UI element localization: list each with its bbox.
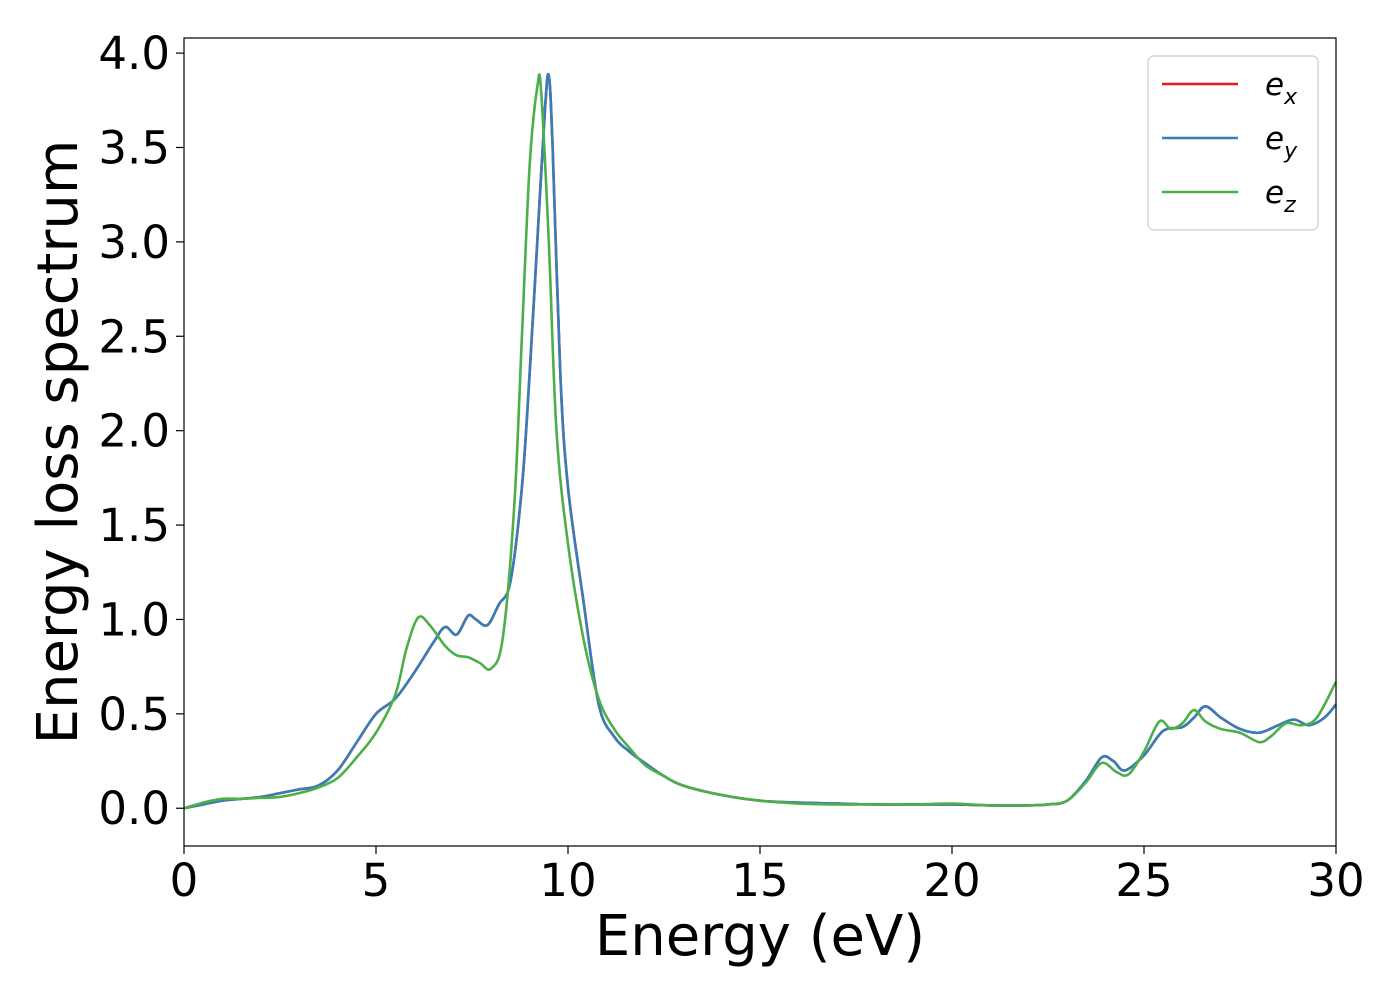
y-tick-label: 1.5	[98, 499, 170, 552]
x-axis-ticks: 0 5 10 15 20 25 30	[170, 846, 1365, 907]
y-tick-label: 0.5	[98, 688, 170, 741]
legend-label-z: ez	[1265, 175, 1296, 218]
x-tick-label: 5	[362, 854, 391, 907]
y-tick-label: 0.0	[98, 782, 170, 835]
y-tick-label: 3.5	[98, 121, 170, 174]
y-tick-label: 2.5	[98, 310, 170, 363]
x-tick-label: 20	[923, 854, 980, 907]
x-tick-label: 10	[539, 854, 596, 907]
plot-background	[184, 38, 1336, 846]
y-tick-label: 3.0	[98, 216, 170, 269]
series-line-z	[183, 73, 1338, 810]
y-tick-label: 1.0	[98, 593, 170, 646]
y-axis-ticks: 0.0 0.5 1.0 1.5 2.0 2.5 3.0 3.5 4.0	[98, 27, 184, 835]
legend-label-x: ex	[1265, 67, 1298, 110]
x-tick-label: 30	[1307, 854, 1364, 907]
x-tick-label: 15	[731, 854, 788, 907]
x-tick-label: 25	[1115, 854, 1172, 907]
series-line-y	[183, 72, 1338, 810]
legend-box	[1147, 55, 1319, 231]
legend: ex ey ez	[1147, 55, 1319, 231]
legend-label-y: ey	[1265, 121, 1298, 164]
y-tick-label: 4.0	[98, 27, 170, 80]
x-axis-label: Energy (eV)	[595, 904, 925, 969]
y-axis-label: Energy loss spectrum	[26, 140, 91, 745]
x-tick-label: 0	[170, 854, 199, 907]
y-tick-label: 2.0	[98, 405, 170, 458]
series-layer	[183, 72, 1338, 810]
